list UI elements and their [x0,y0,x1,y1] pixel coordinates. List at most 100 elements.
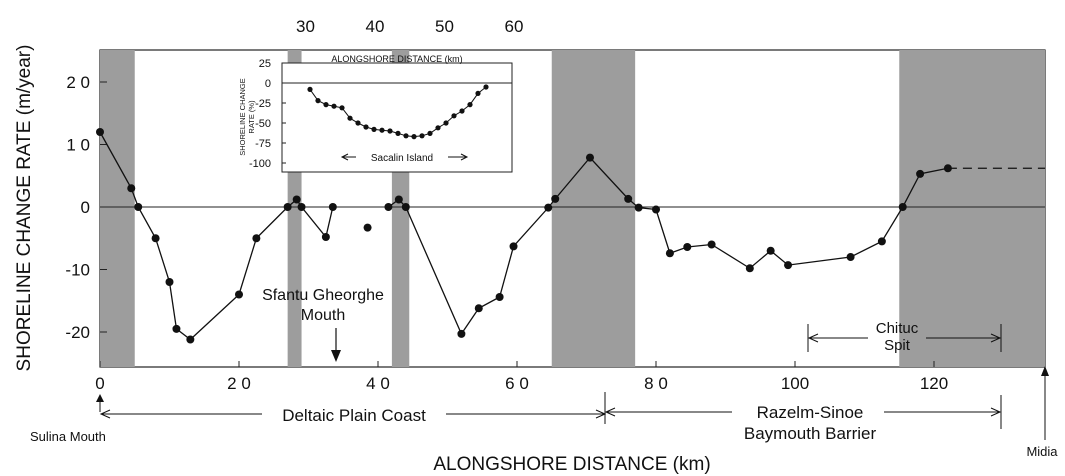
data-point [186,335,195,344]
inset-y-title-line1: SHORELINE CHANGE [238,78,247,156]
inset-data-point [435,125,441,131]
x-tick-label: 100 [781,374,809,393]
inset-y-tick-label: 25 [259,58,271,70]
data-point [707,240,716,249]
inset-data-point [459,108,465,114]
shaded-region-3 [551,50,636,367]
inset-data-point [323,102,329,108]
chituc-arrow-head-left [807,333,819,343]
sulina-arrow-head [96,394,104,402]
inset-y-title-line2: RATE (%) [247,100,256,134]
annotation-sfantu-line1: Sfantu Gheorghe [262,287,384,304]
inset-data-point [315,98,321,104]
sfantu-arrow-head [331,350,341,362]
data-point [252,234,261,243]
data-point [394,195,403,204]
inset-data-point [379,127,385,133]
inset-y-tick-label: 0 [265,78,271,90]
inset-frame [281,62,513,173]
annotation-midia: Midia [1026,444,1058,459]
data-point [172,324,181,333]
data-point [363,223,372,232]
midia-arrow-head [1041,366,1049,376]
data-point [235,290,243,299]
data-point [384,203,393,211]
y-tick-label: -10 [65,261,90,280]
data-point [624,194,633,203]
inset-range-head-left [340,153,349,161]
data-point [292,195,301,204]
data-point [916,169,925,178]
annotation-sulina: Sulina Mouth [30,429,106,444]
data-point [898,203,907,211]
inset-data-point [475,90,481,96]
x-tick-label: 6 0 [505,374,529,393]
inset-data-point [355,120,361,126]
inset-data-point [307,86,313,92]
x-axis-title: ALONGSHORE DISTANCE (km) [433,454,710,475]
y-tick-label: 1 0 [66,136,90,155]
inset-y-tick-label: -100 [249,158,271,170]
data-point [784,261,793,270]
data-point [509,242,518,251]
data-point [457,329,466,338]
annotation-razelm-line1: Razelm-Sinoe [757,403,864,422]
inset-y-ticks: 25 0 -25 -50 -75 -100 [249,58,286,170]
data-point [401,203,410,211]
y-tick-label: 2 0 [66,73,90,92]
inset-data-point [331,103,337,109]
inset-data-point [371,126,377,132]
annotation-chituc-line2: Spit [884,337,911,354]
inset-y-tick-label: -50 [255,118,271,130]
data-point [321,233,330,241]
data-point [551,194,560,203]
x-tick-label: 120 [920,374,948,393]
x-tick-label: 4 0 [366,374,390,393]
data-point [665,249,674,258]
x-tick-label: 0 [95,374,104,393]
shaded-region-4 [899,50,1045,367]
data-point [474,304,483,313]
data-point [328,203,337,211]
annotation-chituc-line1: Chituc [876,320,919,337]
chituc-arrow-head-right [990,333,1002,343]
data-point [846,253,855,261]
inset-data-point [451,113,457,119]
inset-data-point [427,130,433,136]
data-point [127,184,136,193]
top-tick-label: 30 [296,17,315,36]
inset-annotation-sacalin: Sacalin Island [371,153,433,164]
inset-series-points [307,84,489,140]
x-tick-label: 8 0 [644,374,668,393]
data-point [495,293,504,301]
annotation-razelm-line2: Baymouth Barrier [744,424,877,443]
top-tick-label: 50 [435,17,454,36]
data-point [877,237,886,246]
series-points [96,128,952,344]
razelm-range-head-right [990,407,1002,417]
y-axis-ticks: 2 0 1 0 0 -10 -20 [65,73,107,342]
series-line-2 [388,156,949,336]
inset-y-tick-label: -25 [255,98,271,110]
data-point [134,203,143,211]
data-point [585,153,594,162]
inset-data-point [443,120,449,126]
shaded-region-0 [100,50,135,367]
inset-data-point [339,105,345,111]
data-point [165,278,174,286]
deltaic-range-head-left [99,409,111,419]
top-tick-label: 40 [366,17,385,36]
inset-data-point [403,133,409,139]
y-axis-title: SHORELINE CHANGE RATE (m/year) [14,45,35,372]
annotation-sfantu-line2: Mouth [301,307,345,324]
data-point [544,203,553,212]
data-point [745,264,754,273]
inset-data-point [363,124,369,130]
data-point [652,205,660,214]
data-point [283,203,292,211]
inset-data-point [387,128,393,134]
inset-range-head-right [460,153,469,161]
y-tick-label: 0 [81,198,90,217]
data-point [96,128,104,136]
razelm-range-head-left [604,407,616,417]
